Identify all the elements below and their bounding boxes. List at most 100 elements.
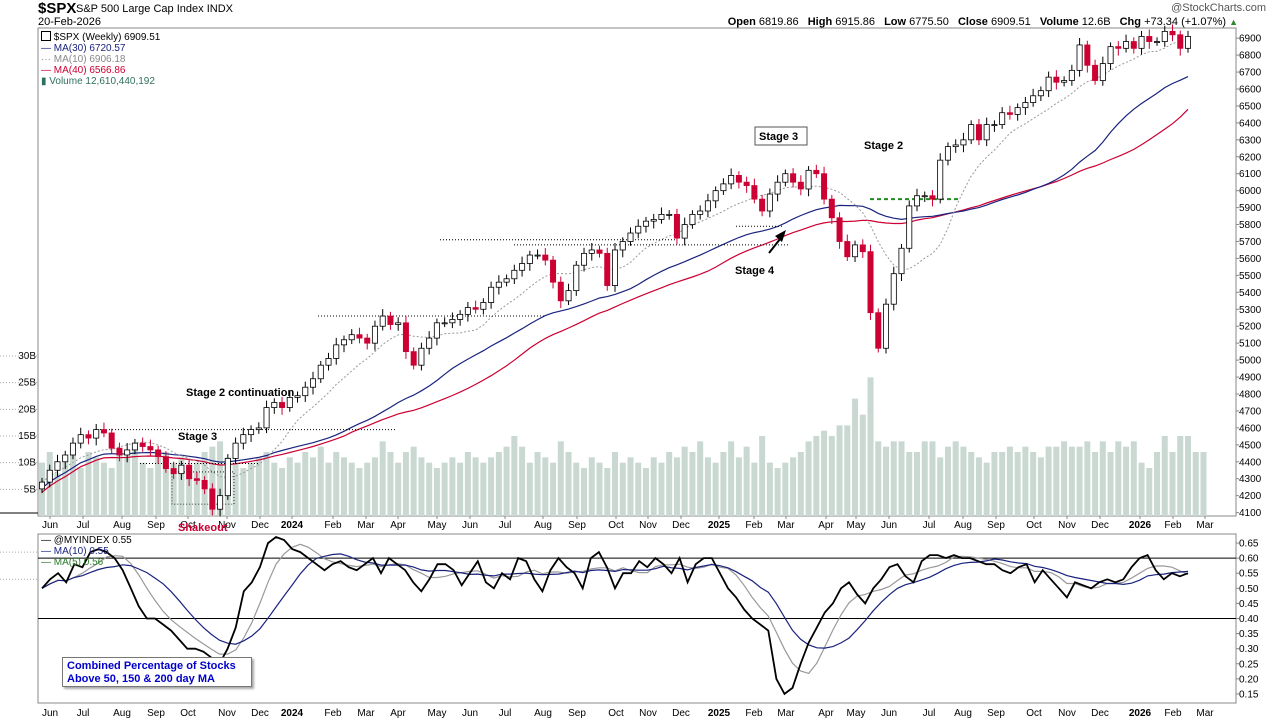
candle-body-134 [1076, 44, 1083, 71]
candle-body-8 [100, 429, 107, 434]
candle-body-140 [1123, 41, 1130, 49]
volume-bar-122 [983, 462, 990, 516]
candle-body-34 [302, 386, 309, 397]
candle-body-9 [108, 432, 115, 449]
volume-bar-116 [937, 457, 944, 516]
price-x-label-31: 2026 [1129, 520, 1152, 531]
candle-body-89 [728, 175, 735, 185]
price-x-label-30: Dec [1091, 520, 1109, 531]
ind-ma10-line [41, 553, 1189, 649]
ind-x-label-22: Apr [818, 708, 834, 719]
volume-bar-108 [875, 441, 882, 516]
myindex-line [41, 535, 1189, 696]
price-x-label-26: Aug [954, 520, 972, 531]
volume-bar-7 [93, 457, 100, 516]
volume-bar-139 [1115, 441, 1122, 516]
candle-body-38 [333, 344, 340, 359]
volume-bar-147 [1177, 436, 1184, 516]
candle-body-27 [248, 429, 255, 436]
volume-bar-37 [325, 462, 332, 516]
price-x-label-20: Feb [745, 520, 763, 531]
volume-bar-137 [1099, 441, 1106, 516]
volume-bar-129 [1037, 457, 1044, 516]
volume-bar-109 [883, 446, 890, 516]
volume-bar-41 [356, 468, 363, 516]
volume-bar-118 [952, 441, 959, 516]
candle-body-81 [666, 213, 673, 216]
candle-body-110 [890, 273, 897, 305]
volume-bar-95 [774, 468, 781, 516]
volume-bar-27 [248, 462, 255, 516]
legend-volume: ▮ Volume 12,610,440,192 [41, 76, 155, 87]
candle-body-30 [271, 402, 278, 408]
ind-tick-label-8: 0.55 [1239, 569, 1259, 580]
candle-body-144 [1154, 41, 1161, 43]
volume-bar-5 [77, 468, 84, 516]
ind-x-label-31: 2026 [1129, 708, 1152, 719]
candle-body-102 [828, 198, 835, 219]
ind-tick-label-5: 0.40 [1239, 614, 1259, 625]
price-x-label-0: Jun [42, 520, 58, 531]
ind-x-label-29: Nov [1058, 708, 1076, 719]
indicator-desc-line2: Above 50, 150 & 200 day MA [67, 673, 215, 685]
shakeout-box [171, 471, 235, 505]
candle-body-17 [170, 468, 177, 475]
candle-body-31 [279, 402, 286, 408]
volume-bar-113 [913, 452, 920, 516]
price-x-label-18: Dec [672, 520, 690, 531]
indicator-desc-line1: Combined Percentage of Stocks [67, 660, 236, 672]
ind-x-label-21: Mar [777, 708, 795, 719]
price-x-label-14: Aug [534, 520, 552, 531]
ind-x-label-9: Mar [357, 708, 375, 719]
candle-body-86 [704, 200, 711, 212]
stage3-label-box [754, 126, 808, 146]
stockcharts-credit[interactable]: @StockCharts.com [1171, 2, 1266, 14]
candle-body-125 [1006, 112, 1013, 115]
volume-bar-39 [340, 457, 347, 516]
candle-body-96 [782, 173, 789, 183]
volume-bar-30 [271, 462, 278, 516]
volume-bar-47 [402, 452, 409, 516]
candle-body-14 [147, 446, 154, 451]
candle-body-101 [821, 173, 828, 200]
candle-body-21 [201, 480, 208, 490]
ind-x-label-11: May [428, 708, 447, 719]
ma40-line [41, 108, 1189, 493]
price-x-label-16: Oct [608, 520, 624, 531]
legend-ma40: — MA(40) 6566.86 [41, 65, 126, 76]
candle-body-135 [1084, 44, 1091, 66]
candle-body-47 [402, 322, 409, 353]
indicator-legend: — @MYINDEX 0.55 — MA(10) 0.55 — MA(5) 0.… [41, 535, 132, 568]
volume-bar-140 [1123, 446, 1130, 516]
volume-bar-71 [588, 457, 595, 516]
legend-price: $SPX (Weekly) 6909.51 [41, 31, 160, 43]
candle-body-103 [836, 217, 843, 242]
candle-body-138 [1107, 46, 1114, 64]
candle-body-87 [712, 190, 719, 202]
volume-bar-121 [975, 457, 982, 516]
price-x-label-27: Sep [987, 520, 1005, 531]
candle-body-70 [581, 252, 588, 266]
price-legend: $SPX (Weekly) 6909.51 — MA(30) 6720.57 ·… [41, 31, 160, 87]
price-x-label-24: Jun [881, 520, 897, 531]
price-x-label-23: May [847, 520, 866, 531]
volume-bar-131 [1053, 446, 1060, 516]
candle-body-112 [906, 205, 913, 249]
candle-body-26 [240, 434, 247, 444]
volume-bar-132 [1061, 441, 1068, 516]
ind-x-label-23: May [847, 708, 866, 719]
ind-tick-label-6: 0.45 [1239, 599, 1259, 610]
ind-tick-label-2: 0.25 [1239, 659, 1259, 670]
volume-bar-18 [178, 457, 185, 516]
ind-x-label-8: Feb [324, 708, 342, 719]
candle-body-123 [991, 124, 998, 126]
candle-body-80 [658, 213, 665, 220]
price-x-label-32: Feb [1164, 520, 1182, 531]
volume-bar-86 [704, 457, 711, 516]
volume-bar-50 [426, 462, 433, 516]
volume-bar-48 [410, 446, 417, 516]
price-tick-label-28: 6900 [1239, 34, 1262, 45]
volume-bar-145 [1161, 436, 1168, 516]
candle-body-77 [635, 225, 642, 234]
volume-bar-78 [642, 468, 649, 516]
